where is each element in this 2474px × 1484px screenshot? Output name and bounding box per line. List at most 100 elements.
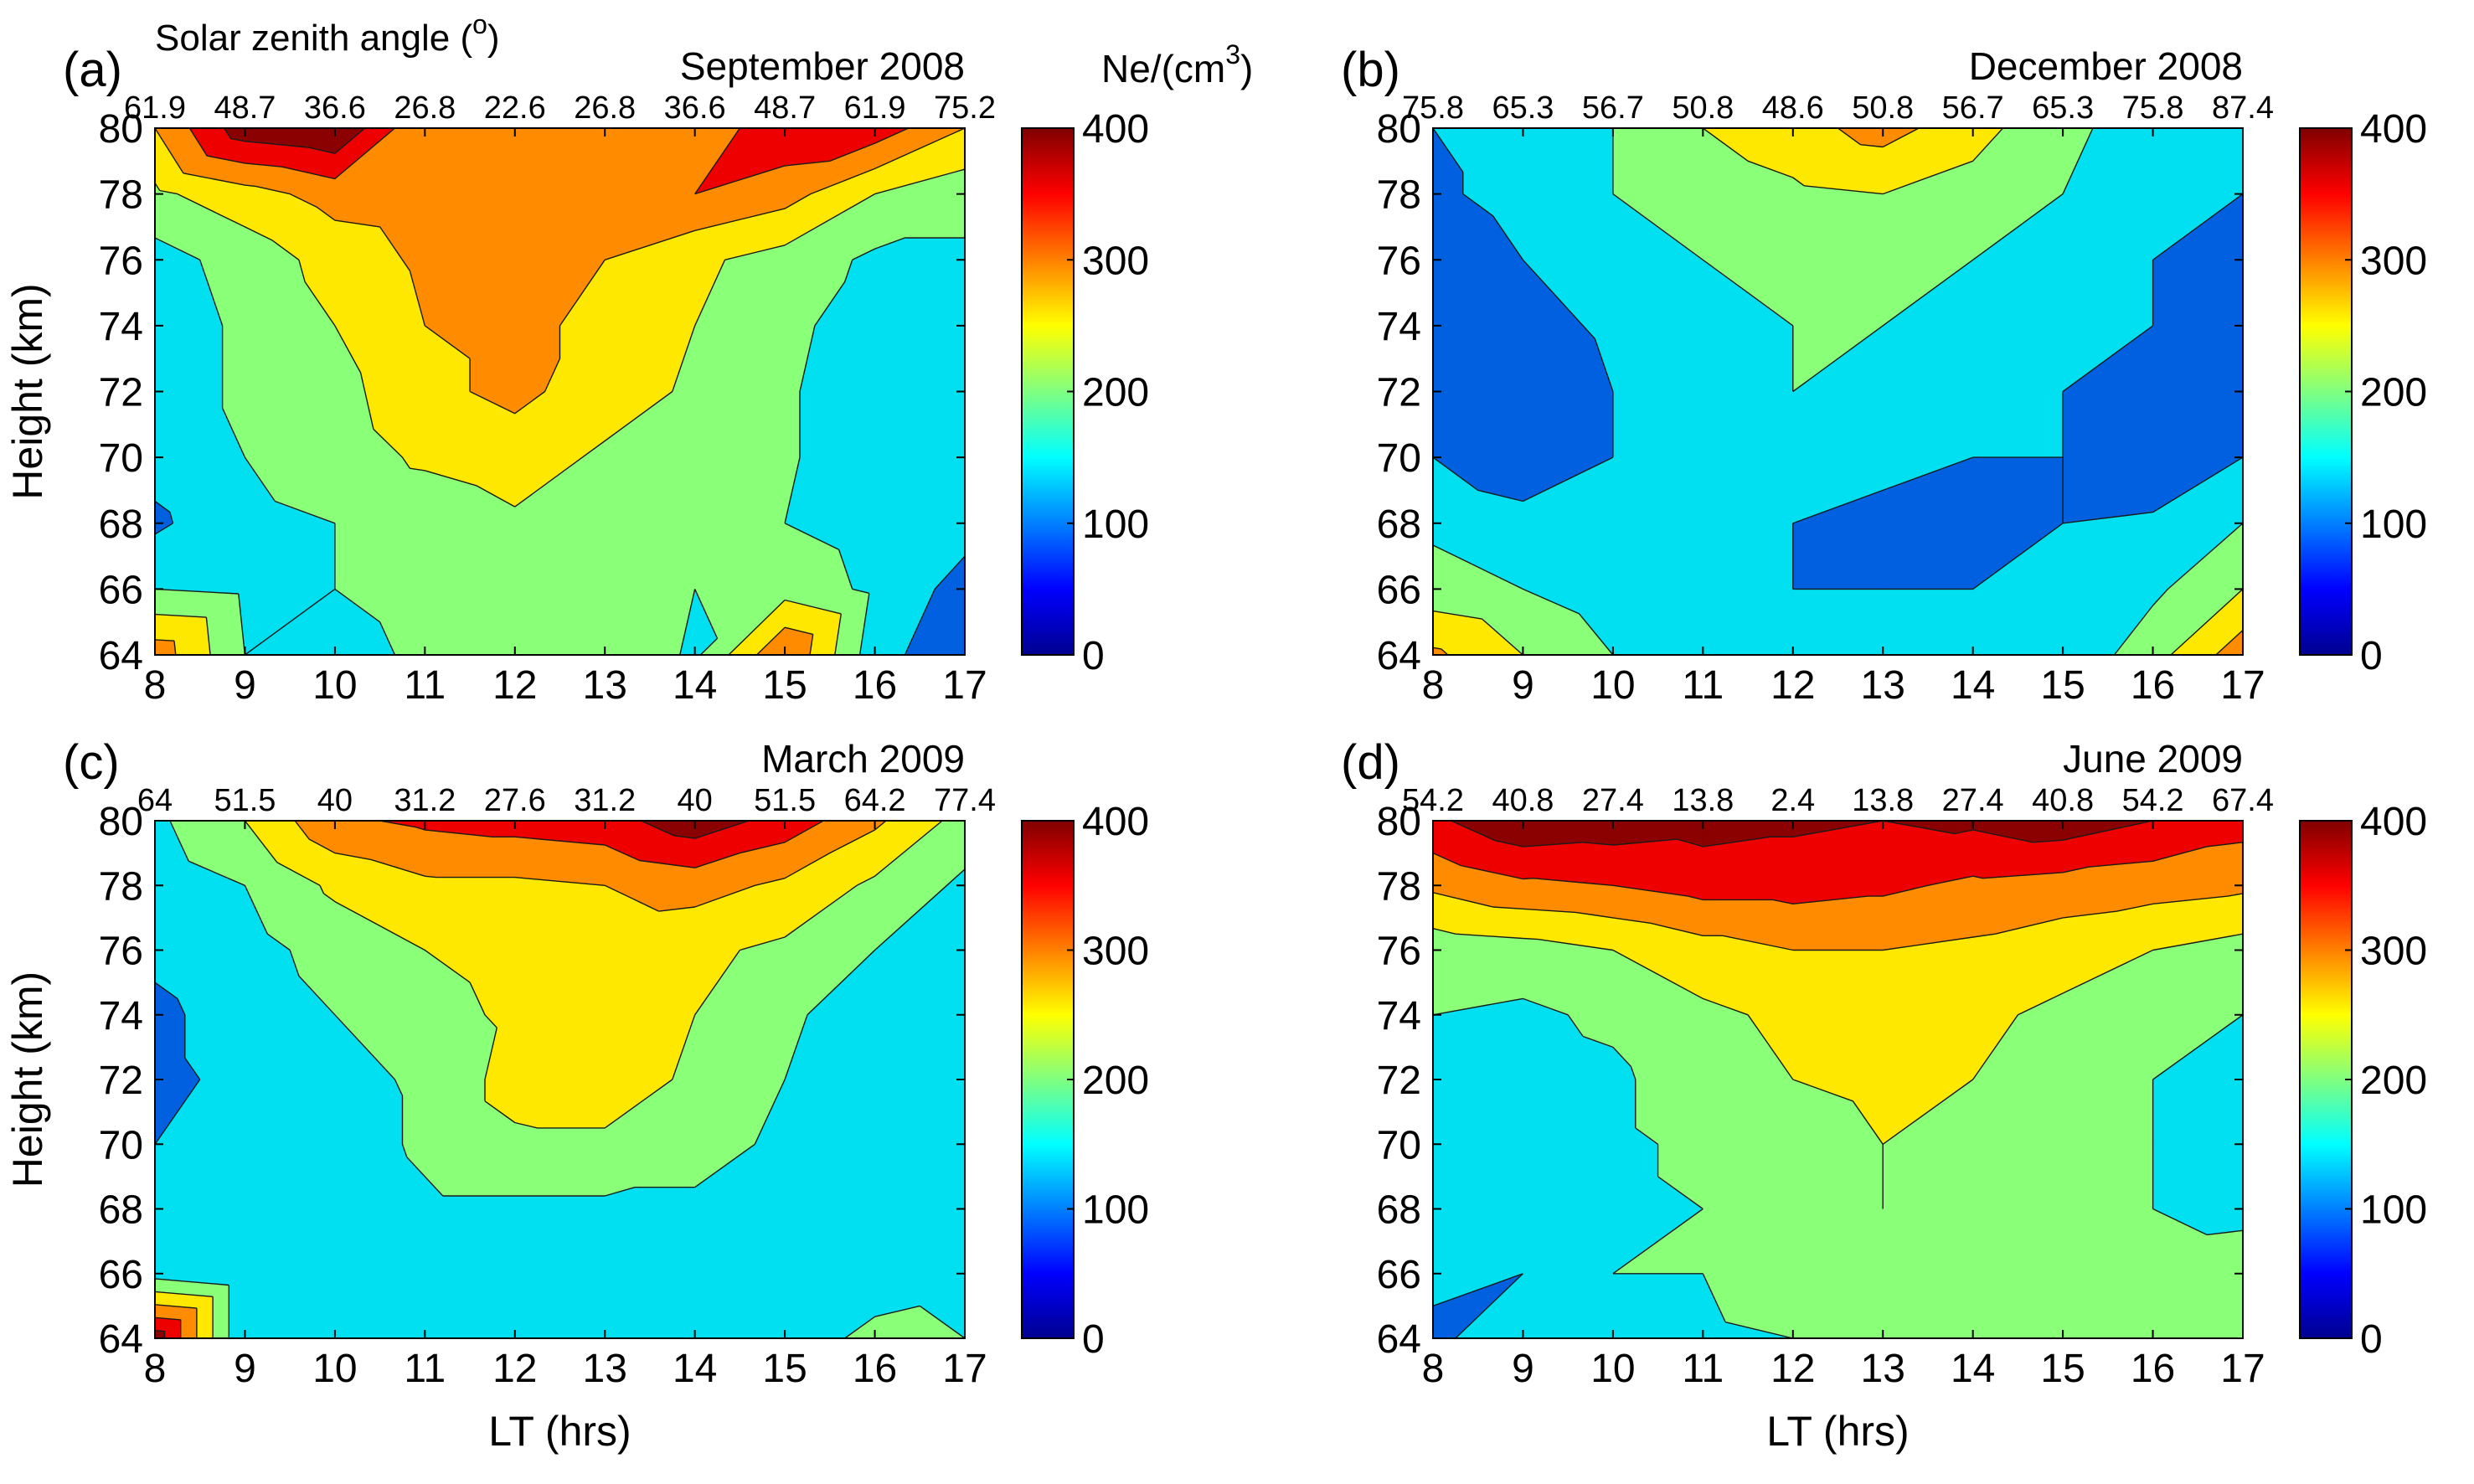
sza-label: 75.2 xyxy=(934,90,996,126)
y-tick-label: 68 xyxy=(1377,1188,1421,1233)
sza-label: 27.6 xyxy=(484,783,546,818)
y-tick-label: 78 xyxy=(99,173,143,218)
y-tick-label: 72 xyxy=(1377,371,1421,415)
colorbar-tick-label: 300 xyxy=(1082,930,1149,974)
contour-lines xyxy=(1433,821,2243,1338)
panel-a: 8 9 10 11 12 13 14 15 16 1764666870727476788061.9… xyxy=(4,43,1149,708)
colorbar-tick-label: 200 xyxy=(1082,1059,1149,1103)
x-tick-label: 9 xyxy=(1512,663,1534,708)
colorbar-tick-label: 400 xyxy=(2360,107,2427,152)
sza-label: 40 xyxy=(678,783,713,818)
sza-label: 64 xyxy=(137,783,173,818)
y-tick-label: 68 xyxy=(99,1188,143,1233)
sza-label: 2.4 xyxy=(1770,783,1815,818)
y-tick-label: 66 xyxy=(99,568,143,612)
colorbar xyxy=(2299,820,2353,1339)
x-tick-label: 8 xyxy=(1422,663,1445,708)
x-tick-label: 10 xyxy=(1590,1347,1635,1391)
contour-lines xyxy=(155,821,965,1338)
contour-field xyxy=(1433,821,2243,1338)
panel-d: 8 9 10 11 12 13 14 15 16 1764666870727476788054.2… xyxy=(1341,735,2427,1455)
x-tick-label: 12 xyxy=(1770,663,1815,708)
y-tick-label: 74 xyxy=(99,305,143,349)
x-tick-label: 17 xyxy=(2220,1347,2265,1391)
sza-label: 31.2 xyxy=(394,783,456,818)
colorbar-tick-label: 100 xyxy=(2360,1188,2427,1233)
y-tick-label: 76 xyxy=(99,239,143,283)
sza-label: 31.2 xyxy=(574,783,636,818)
sza-label: 61.9 xyxy=(124,90,186,126)
sza-label: 65.3 xyxy=(1492,90,1554,126)
colorbar-tick-label: 400 xyxy=(1082,800,1149,844)
contour-field xyxy=(1433,128,2243,655)
sza-label: 51.5 xyxy=(214,783,276,818)
contour-lines xyxy=(1433,128,2243,655)
sza-label: 27.4 xyxy=(1582,783,1644,818)
colorbar xyxy=(1021,127,1075,656)
x-tick-label: 16 xyxy=(2131,663,2175,708)
colorbar-tick-label: 300 xyxy=(2360,930,2427,974)
x-tick-label: 11 xyxy=(1682,663,1724,708)
sza-label: 40 xyxy=(317,783,353,818)
y-axis-label: Height (km) xyxy=(4,283,51,499)
y-tick-label: 78 xyxy=(1377,864,1421,909)
colorbar-tick-label: 100 xyxy=(2360,502,2427,547)
y-tick-label: 70 xyxy=(1377,1123,1421,1167)
panels: 8 9 10 11 12 13 14 15 16 1764666870727476788061.9… xyxy=(4,43,2427,1455)
y-tick-label: 80 xyxy=(99,107,143,152)
y-tick-label: 64 xyxy=(99,1317,143,1362)
sza-label: 65.3 xyxy=(2032,90,2094,126)
colorbar-tick-label: 300 xyxy=(2360,239,2427,283)
x-tick-label: 9 xyxy=(1512,1347,1534,1391)
sza-label: 64.2 xyxy=(844,783,906,818)
x-axis-label: LT (hrs) xyxy=(1766,1408,1909,1455)
y-tick-label: 76 xyxy=(99,930,143,974)
sza-label: 87.4 xyxy=(2212,90,2274,126)
y-tick-label: 70 xyxy=(99,1123,143,1167)
x-tick-label: 10 xyxy=(312,663,357,708)
x-tick-label: 15 xyxy=(762,1347,807,1391)
sza-label: 13.8 xyxy=(1852,783,1914,818)
colorbar-tick-label: 400 xyxy=(1082,107,1149,152)
y-tick-label: 70 xyxy=(99,436,143,481)
x-tick-label: 13 xyxy=(1861,1347,1905,1391)
sza-label: 54.2 xyxy=(1402,783,1464,818)
colorbar-tick-label: 0 xyxy=(1082,1317,1105,1362)
sza-label: 75.8 xyxy=(2122,90,2184,126)
contour-field xyxy=(155,128,965,655)
x-tick-label: 11 xyxy=(1682,1347,1724,1391)
x-tick-label: 8 xyxy=(144,663,167,708)
x-tick-label: 9 xyxy=(234,1347,256,1391)
panel-label: (c) xyxy=(63,735,120,790)
colorbar-tick-label: 200 xyxy=(2360,1059,2427,1103)
y-tick-label: 74 xyxy=(99,994,143,1038)
y-tick-label: 66 xyxy=(1377,568,1421,612)
sza-label: 48.7 xyxy=(214,90,276,126)
panel-label: (d) xyxy=(1341,735,1400,790)
y-tick-label: 70 xyxy=(1377,436,1421,481)
colorbar xyxy=(1021,820,1075,1339)
contour-band-2 xyxy=(155,821,965,1338)
panel-title: December 2008 xyxy=(1969,44,2243,88)
y-tick-label: 80 xyxy=(99,800,143,844)
sza-label: 56.7 xyxy=(1582,90,1644,126)
sza-label: 26.8 xyxy=(574,90,636,126)
x-axis-label: LT (hrs) xyxy=(488,1408,631,1455)
sza-label: 54.2 xyxy=(2122,783,2184,818)
y-tick-label: 74 xyxy=(1377,994,1421,1038)
x-tick-label: 12 xyxy=(492,1347,537,1391)
contour-lines xyxy=(155,128,965,655)
y-tick-label: 68 xyxy=(1377,502,1421,547)
x-tick-label: 16 xyxy=(853,1347,897,1391)
sza-label: 40.8 xyxy=(2032,783,2094,818)
panel-title: June 2009 xyxy=(2063,737,2243,781)
panel-label: (b) xyxy=(1341,43,1400,97)
sza-label: 67.4 xyxy=(2212,783,2274,818)
x-tick-label: 11 xyxy=(404,1347,446,1391)
y-tick-label: 66 xyxy=(1377,1253,1421,1297)
x-tick-label: 8 xyxy=(1422,1347,1445,1391)
y-tick-label: 74 xyxy=(1377,305,1421,349)
panel-b: 8 9 10 11 12 13 14 15 16 1764666870727476788075.8… xyxy=(1341,43,2427,708)
colorbar-tick-label: 100 xyxy=(1082,502,1149,547)
